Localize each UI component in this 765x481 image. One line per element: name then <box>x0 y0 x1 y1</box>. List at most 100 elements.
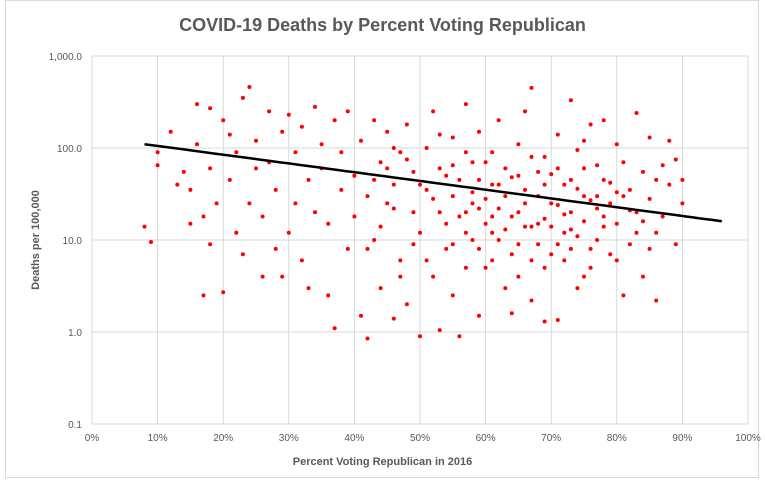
data-point <box>647 135 652 140</box>
data-point <box>404 157 409 162</box>
data-point <box>568 246 573 251</box>
x-tick-label: 20% <box>213 433 233 444</box>
data-point <box>470 190 475 195</box>
data-point <box>240 95 245 100</box>
data-point <box>378 286 383 291</box>
y-tick-label: 1.0 <box>68 328 82 339</box>
data-point <box>542 265 547 270</box>
data-point <box>627 242 632 247</box>
data-point <box>339 150 344 155</box>
x-tick-label: 70% <box>541 433 561 444</box>
x-tick-label: 10% <box>148 433 168 444</box>
data-point <box>286 230 291 235</box>
data-point <box>260 274 265 279</box>
data-point <box>339 187 344 192</box>
data-point <box>503 194 508 199</box>
data-point <box>345 246 350 251</box>
data-point <box>641 274 645 279</box>
data-point <box>490 150 495 155</box>
data-point <box>195 142 199 147</box>
x-axis-label: Percent Voting Republican in 2016 <box>292 456 473 468</box>
data-point <box>536 169 541 174</box>
data-point <box>634 111 639 115</box>
data-point <box>273 187 278 192</box>
data-point <box>437 132 442 137</box>
data-point <box>254 138 258 143</box>
data-point <box>601 177 606 182</box>
data-point <box>555 203 560 207</box>
trendline-path <box>144 142 722 223</box>
data-point <box>437 328 442 333</box>
data-point <box>247 85 252 89</box>
data-point <box>254 166 258 171</box>
x-tick-labels: 0% 10% 20% 30% 40% 50% 60% 70% 80% 90% 100% <box>85 433 761 444</box>
data-point <box>509 252 514 257</box>
data-point <box>608 180 613 185</box>
data-point <box>614 190 619 195</box>
data-point <box>509 175 514 180</box>
data-point <box>365 336 370 341</box>
data-point <box>385 166 390 171</box>
data-point <box>267 109 272 114</box>
data-point <box>306 286 311 291</box>
data-point <box>621 160 626 165</box>
x-tick-label: 50% <box>410 433 430 444</box>
data-point <box>503 166 508 171</box>
data-point <box>601 224 606 229</box>
data-point <box>293 150 298 155</box>
data-point <box>575 186 580 191</box>
data-point <box>247 201 252 206</box>
data-point <box>188 187 193 192</box>
data-point <box>673 157 678 162</box>
y-tick-labels: 0.1 1.0 10.0 100.0 1,000.0 <box>49 52 83 431</box>
data-point <box>568 98 573 103</box>
data-point <box>195 102 199 107</box>
y-tick-label: 10.0 <box>63 236 83 247</box>
data-point <box>588 198 593 203</box>
x-tick-label: 0% <box>85 433 100 444</box>
data-point <box>149 240 153 244</box>
x-tick-label: 90% <box>672 433 692 444</box>
data-point <box>608 252 613 257</box>
data-point <box>582 194 586 199</box>
data-point <box>352 214 357 219</box>
data-point <box>654 230 659 235</box>
y-tick-label: 1,000.0 <box>49 52 83 63</box>
data-point <box>168 129 173 134</box>
data-point <box>660 163 665 168</box>
data-point <box>634 210 639 215</box>
data-point <box>273 246 278 251</box>
data-point <box>299 258 304 263</box>
y-tick-label: 0.1 <box>68 420 82 431</box>
data-point <box>595 238 600 242</box>
data-point <box>568 210 573 215</box>
data-point <box>372 238 377 242</box>
data-point <box>444 246 449 251</box>
x-tick-label: 40% <box>344 433 364 444</box>
data-point <box>516 242 521 247</box>
data-point <box>359 313 363 318</box>
data-point <box>437 166 442 171</box>
data-point <box>359 138 363 143</box>
data-point <box>601 214 606 219</box>
data-point <box>575 286 580 291</box>
data-point <box>496 182 501 187</box>
data-point <box>391 316 396 321</box>
data-point <box>450 242 455 247</box>
data-point <box>280 129 285 134</box>
data-point <box>372 118 377 123</box>
data-point <box>483 196 488 201</box>
data-point <box>529 154 534 159</box>
data-point <box>457 214 462 219</box>
data-point <box>463 210 468 215</box>
data-point <box>660 214 665 219</box>
data-point <box>496 206 501 211</box>
data-point <box>404 122 409 127</box>
data-point <box>372 177 377 182</box>
data-point <box>155 150 160 155</box>
x-tick-label: 60% <box>476 433 496 444</box>
data-point <box>424 187 429 192</box>
data-point <box>549 252 554 257</box>
data-point <box>332 326 337 331</box>
data-point <box>431 109 436 114</box>
